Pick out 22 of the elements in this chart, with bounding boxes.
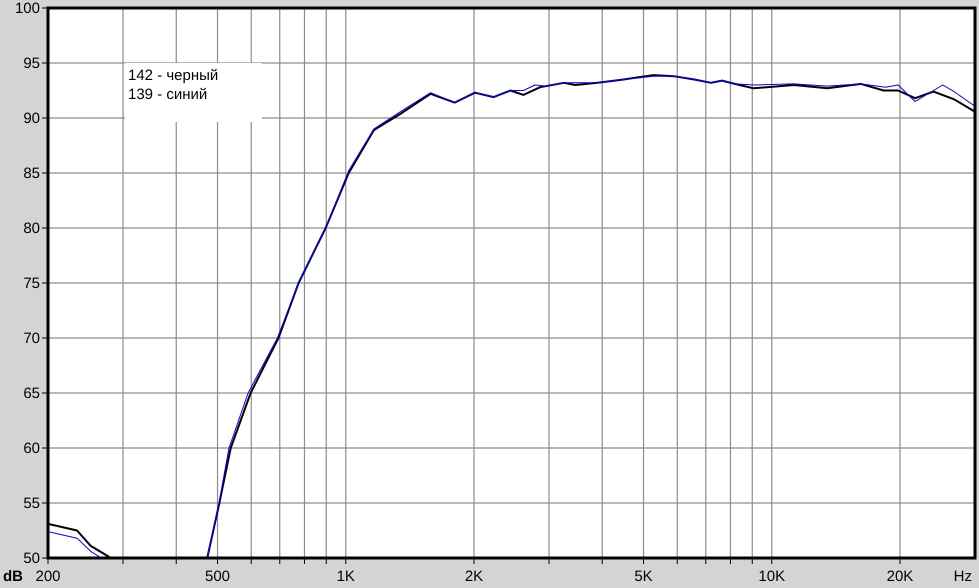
y-tick-label: 50 — [23, 550, 40, 567]
y-tick-label: 95 — [23, 55, 40, 72]
y-tick-label: 65 — [23, 385, 40, 402]
x-tick-label: 200 — [35, 568, 61, 585]
annotation: 139 - синий — [128, 86, 208, 103]
x-tick-label: 5K — [634, 568, 653, 585]
x-tick-label: 2K — [464, 568, 484, 585]
y-tick-label: 90 — [23, 110, 40, 127]
y-tick-label: 80 — [23, 220, 40, 237]
x-tick-label: 1K — [336, 568, 355, 585]
x-tick-label: 500 — [205, 568, 230, 585]
x-tick-label: 10K — [758, 568, 786, 585]
y-axis-title: dB — [3, 568, 24, 585]
annotation: 142 - черный — [128, 67, 218, 84]
y-tick-label: 85 — [23, 165, 40, 182]
y-tick-label: 60 — [23, 440, 40, 457]
y-tick-label: 70 — [23, 330, 40, 347]
x-tick-label: 20K — [886, 568, 914, 585]
y-tick-label: 100 — [14, 0, 40, 17]
y-tick-label: 55 — [23, 495, 40, 512]
y-tick-label: 75 — [23, 275, 40, 292]
x-axis-title: Hz — [954, 568, 972, 585]
